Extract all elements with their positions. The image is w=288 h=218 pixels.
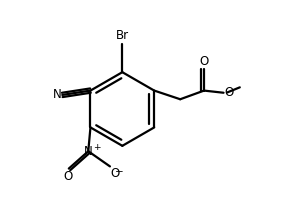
Text: N: N bbox=[84, 145, 93, 158]
Text: −: − bbox=[115, 167, 124, 177]
Text: +: + bbox=[93, 143, 101, 152]
Text: O: O bbox=[199, 55, 209, 68]
Text: O: O bbox=[64, 170, 73, 183]
Text: O: O bbox=[224, 86, 234, 99]
Text: O: O bbox=[111, 167, 120, 181]
Text: Br: Br bbox=[116, 29, 129, 42]
Text: N: N bbox=[52, 89, 61, 101]
